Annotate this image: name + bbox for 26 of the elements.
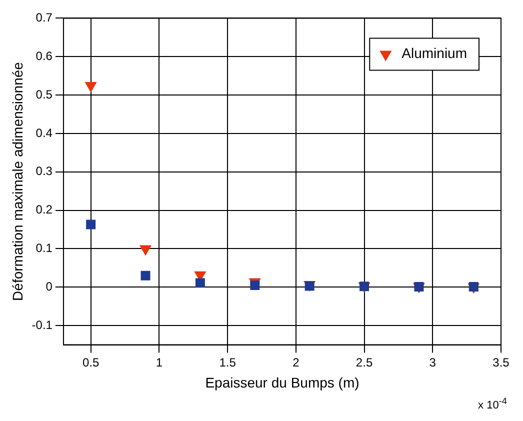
x-axis-title: Epaisseur du Bumps (m) <box>205 374 360 390</box>
point <box>85 82 97 92</box>
text: x 10$^{-4}$ <box>478 396 507 412</box>
x-tick-label: 1 <box>156 355 163 370</box>
x-tick-label: 2 <box>292 355 300 370</box>
y-tick-label: 0.1 <box>36 241 53 256</box>
y-tick-label: 0.5 <box>36 87 53 102</box>
y-axis-title: Déformation maximale adimensionnée <box>9 62 26 301</box>
y-tick-label: 0.3 <box>36 164 53 178</box>
legend-label: Aluminium <box>402 45 468 62</box>
x-tick-label: 1.5 <box>219 355 236 370</box>
x-tick-label: 0.5 <box>82 355 100 370</box>
x-tick-label: 3 <box>429 355 436 370</box>
point <box>140 270 150 280</box>
x-tick-label: 3.5 <box>492 355 510 370</box>
y-tick-label: 0.4 <box>36 126 53 140</box>
y-tick-label: -0.1 <box>32 318 53 332</box>
y-tick-label: 0 <box>46 279 53 294</box>
point <box>140 245 152 256</box>
y-tick-label: 0.6 <box>36 48 53 63</box>
point <box>86 220 96 230</box>
x-tick-label: 2.5 <box>356 355 373 370</box>
point <box>250 280 260 290</box>
y-tick-label: 0.2 <box>36 202 53 217</box>
y-tick-label: 0.7 <box>36 10 53 25</box>
point <box>195 278 205 288</box>
